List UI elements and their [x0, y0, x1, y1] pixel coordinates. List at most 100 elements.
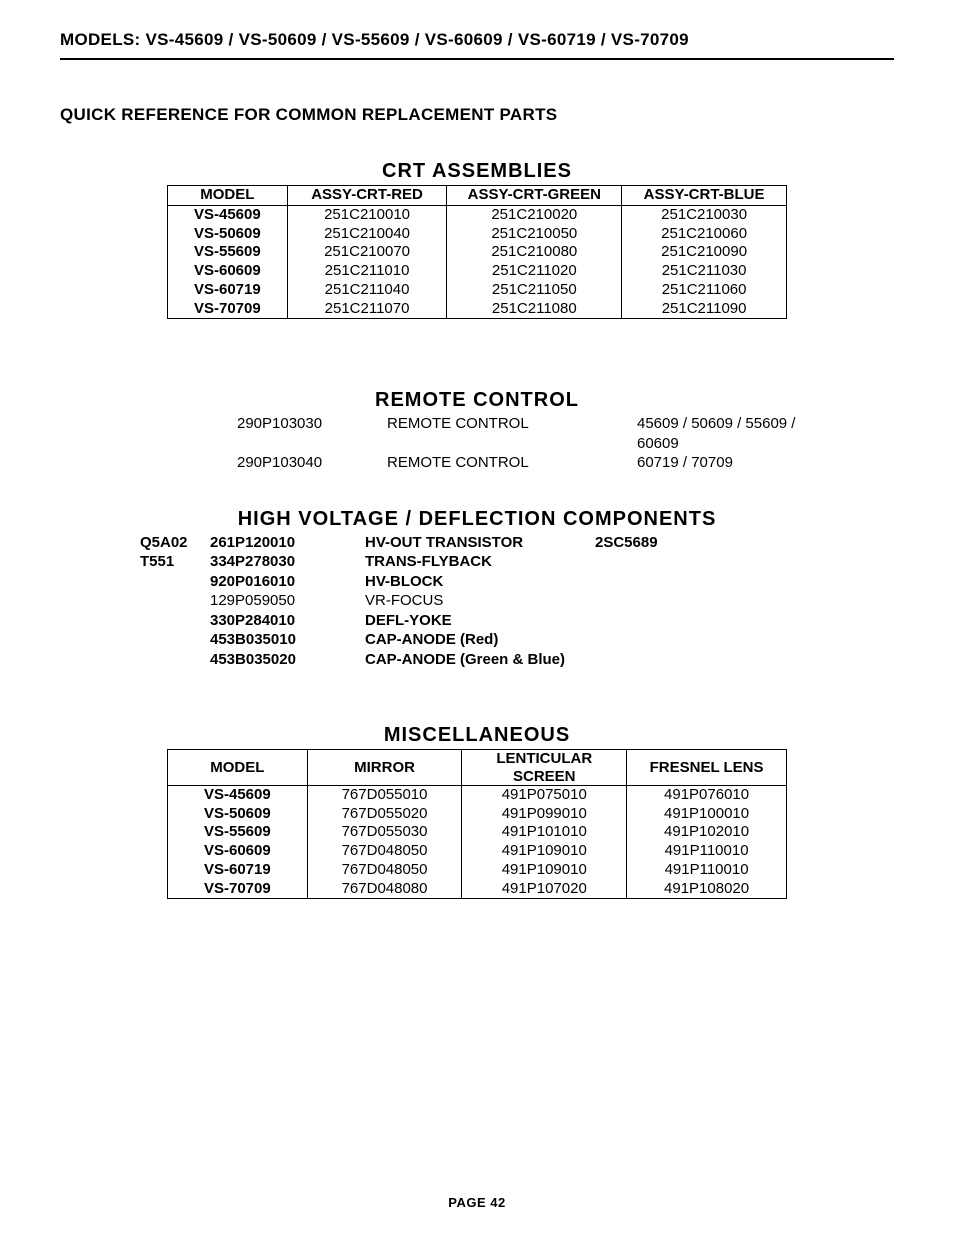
list-cell-desc: HV-OUT TRANSISTOR — [365, 533, 595, 553]
list-cell-desc: HV-BLOCK — [365, 572, 595, 592]
table-cell: VS-45609 — [168, 785, 308, 804]
table-cell: 251C210060 — [622, 225, 787, 244]
table-cell: 251C211030 — [622, 262, 787, 281]
document-page: MODELS: VS-45609 / VS-50609 / VS-55609 /… — [0, 0, 954, 1235]
table-cell: 491P102010 — [627, 823, 787, 842]
table-header-cell: ASSY-CRT-RED — [287, 186, 447, 206]
table-row: VS-55609767D055030491P101010491P102010 — [168, 823, 787, 842]
list-cell-extra — [595, 552, 840, 572]
list-item: 290P103030REMOTE CONTROL45609 / 50609 / … — [157, 414, 797, 453]
list-cell-desc: REMOTE CONTROL — [387, 453, 637, 473]
list-cell-ref — [140, 630, 210, 650]
table-cell: 251C210070 — [287, 243, 447, 262]
list-cell-ref — [140, 591, 210, 611]
list-item: Q5A02261P120010HV-OUT TRANSISTOR2SC5689 — [140, 533, 840, 553]
hv-section-title: HIGH VOLTAGE / DEFLECTION COMPONENTS — [60, 508, 894, 531]
table-cell: 251C211090 — [622, 300, 787, 319]
table-cell: VS-70709 — [168, 880, 308, 899]
table-row: VS-60719767D048050491P109010491P110010 — [168, 861, 787, 880]
list-cell-part: 453B035020 — [210, 650, 365, 670]
table-cell: VS-60719 — [168, 281, 288, 300]
table-cell: 251C210040 — [287, 225, 447, 244]
crt-header-row: MODELASSY-CRT-REDASSY-CRT-GREENASSY-CRT-… — [168, 186, 787, 206]
table-header-cell: FRESNEL LENS — [627, 750, 787, 786]
table-row: VS-60719251C211040251C211050251C211060 — [168, 281, 787, 300]
table-cell: 491P101010 — [462, 823, 627, 842]
list-cell-extra — [595, 650, 840, 670]
table-cell: VS-55609 — [168, 823, 308, 842]
crt-section-title: CRT ASSEMBLIES — [60, 160, 894, 183]
table-header-cell: MODEL — [168, 186, 288, 206]
list-cell-desc: REMOTE CONTROL — [387, 414, 637, 453]
table-cell: 251C210050 — [447, 225, 622, 244]
miscellaneous-table: MODELMIRRORLENTICULARSCREENFRESNEL LENS … — [167, 749, 787, 899]
list-cell-part: 330P284010 — [210, 611, 365, 631]
list-cell-ref — [140, 650, 210, 670]
list-cell-part: 261P120010 — [210, 533, 365, 553]
table-cell: 491P110010 — [627, 861, 787, 880]
table-header-cell: LENTICULARSCREEN — [462, 750, 627, 786]
table-row: VS-45609767D055010491P075010491P076010 — [168, 785, 787, 804]
table-cell: 767D048080 — [307, 880, 462, 899]
list-item: 920P016010HV-BLOCK — [140, 572, 840, 592]
table-cell: 767D055020 — [307, 805, 462, 824]
table-cell: 491P107020 — [462, 880, 627, 899]
table-header-cell: ASSY-CRT-GREEN — [447, 186, 622, 206]
table-cell: 491P110010 — [627, 842, 787, 861]
table-row: VS-70709767D048080491P107020491P108020 — [168, 880, 787, 899]
remote-control-list: 290P103030REMOTE CONTROL45609 / 50609 / … — [157, 414, 797, 473]
list-item: T551334P278030TRANS-FLYBACK — [140, 552, 840, 572]
table-cell: VS-70709 — [168, 300, 288, 319]
crt-assemblies-table: MODELASSY-CRT-REDASSY-CRT-GREENASSY-CRT-… — [167, 185, 787, 319]
table-cell: VS-50609 — [168, 225, 288, 244]
table-cell: 251C210030 — [622, 205, 787, 224]
list-cell-desc: TRANS-FLYBACK — [365, 552, 595, 572]
list-cell-extra — [595, 591, 840, 611]
table-cell: VS-60609 — [168, 842, 308, 861]
table-cell: VS-60609 — [168, 262, 288, 281]
list-cell-part: 290P103030 — [237, 414, 387, 453]
list-cell-extra — [595, 572, 840, 592]
list-cell-ref: T551 — [140, 552, 210, 572]
table-cell: VS-50609 — [168, 805, 308, 824]
page-number: PAGE 42 — [0, 1195, 954, 1210]
table-cell: 767D048050 — [307, 842, 462, 861]
list-cell-ref: Q5A02 — [140, 533, 210, 553]
hv-components-list: Q5A02261P120010HV-OUT TRANSISTOR2SC5689T… — [140, 533, 840, 670]
list-cell-part: 334P278030 — [210, 552, 365, 572]
table-cell: 251C210020 — [447, 205, 622, 224]
list-item: 290P103040REMOTE CONTROL60719 / 70709 — [157, 453, 797, 473]
table-row: VS-50609251C210040251C210050251C210060 — [168, 225, 787, 244]
list-cell-desc: DEFL-YOKE — [365, 611, 595, 631]
list-item: 330P284010DEFL-YOKE — [140, 611, 840, 631]
table-row: VS-50609767D055020491P099010491P100010 — [168, 805, 787, 824]
table-cell: VS-55609 — [168, 243, 288, 262]
list-cell-part: 920P016010 — [210, 572, 365, 592]
table-row: VS-60609767D048050491P109010491P110010 — [168, 842, 787, 861]
table-cell: 251C211060 — [622, 281, 787, 300]
list-cell-extra: 60719 / 70709 — [637, 453, 797, 473]
table-cell: 491P109010 — [462, 842, 627, 861]
table-cell: 491P109010 — [462, 861, 627, 880]
table-row: VS-45609251C210010251C210020251C210030 — [168, 205, 787, 224]
list-cell-ref — [140, 572, 210, 592]
table-cell: 491P108020 — [627, 880, 787, 899]
table-cell: 251C211020 — [447, 262, 622, 281]
table-cell: 767D055010 — [307, 785, 462, 804]
table-header-cell: MODEL — [168, 750, 308, 786]
list-cell-ref — [157, 414, 237, 453]
list-cell-extra — [595, 611, 840, 631]
table-cell: 251C210090 — [622, 243, 787, 262]
list-cell-part: 453B035010 — [210, 630, 365, 650]
list-cell-desc: CAP-ANODE (Red) — [365, 630, 595, 650]
table-cell: 491P100010 — [627, 805, 787, 824]
list-cell-part: 129P059050 — [210, 591, 365, 611]
list-cell-ref — [140, 611, 210, 631]
list-item: 129P059050VR-FOCUS — [140, 591, 840, 611]
list-cell-extra: 45609 / 50609 / 55609 / 60609 — [637, 414, 797, 453]
list-cell-part: 290P103040 — [237, 453, 387, 473]
list-item: 453B035020CAP-ANODE (Green & Blue) — [140, 650, 840, 670]
table-row: VS-55609251C210070251C210080251C210090 — [168, 243, 787, 262]
remote-section-title: REMOTE CONTROL — [60, 389, 894, 412]
table-cell: 491P076010 — [627, 785, 787, 804]
